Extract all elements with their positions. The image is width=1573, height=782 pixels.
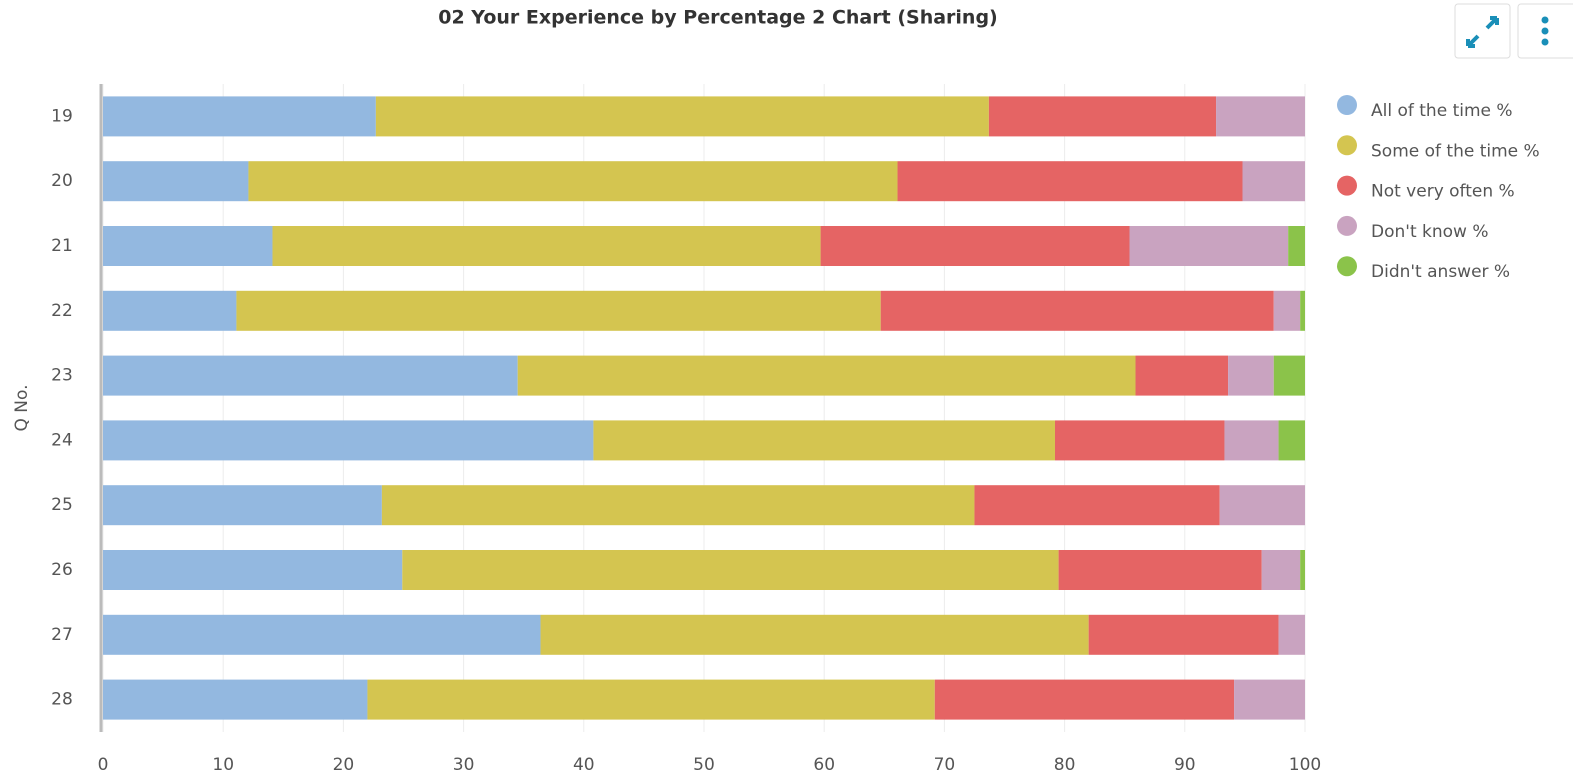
bar-segment — [1088, 614, 1279, 655]
bar-segment — [1129, 226, 1289, 266]
y-axis-label: Q No. — [12, 384, 32, 431]
bar-segment — [897, 161, 1243, 202]
y-tick-label: 27 — [51, 625, 73, 645]
x-tick-label: 30 — [453, 755, 475, 775]
bar-segment — [1228, 355, 1274, 396]
y-tick-label: 28 — [51, 690, 73, 710]
bar-segment — [1278, 420, 1305, 461]
y-tick-label: 25 — [51, 495, 73, 515]
bar-segment — [103, 161, 249, 202]
bar-segment — [381, 485, 975, 526]
bar-segment — [1058, 550, 1262, 590]
bar-segment — [593, 420, 1055, 461]
x-tick-label: 80 — [1054, 755, 1076, 775]
bar-segment — [880, 290, 1274, 331]
bar-segment — [103, 614, 541, 655]
bar-segment — [103, 290, 237, 331]
x-tick-label: 20 — [333, 755, 355, 775]
y-tick-label: 19 — [51, 106, 73, 126]
bar-segment — [1273, 355, 1305, 396]
x-tick-label: 50 — [693, 755, 715, 775]
bar-segment — [934, 679, 1235, 720]
legend-swatch — [1337, 135, 1357, 156]
bar-segment — [272, 226, 821, 266]
expand-button[interactable] — [1454, 3, 1511, 59]
bar-segment — [974, 485, 1220, 526]
bar-segment — [367, 679, 935, 720]
y-tick-label: 26 — [51, 560, 73, 580]
bar-segment — [1219, 485, 1305, 526]
legend-label: Some of the time % — [1371, 141, 1540, 161]
x-tick-label: 100 — [1289, 755, 1321, 775]
bar-segment — [1224, 420, 1279, 461]
legend-label: All of the time % — [1371, 101, 1513, 121]
bar-segment — [1242, 161, 1305, 202]
legend-swatch — [1337, 256, 1357, 277]
legend-label: Didn't answer % — [1371, 262, 1510, 282]
x-tick-label: 70 — [934, 755, 956, 775]
legend-swatch — [1337, 175, 1357, 196]
bar-segment — [1216, 96, 1305, 137]
bar-segment — [103, 485, 382, 526]
legend-label: Don't know % — [1371, 222, 1489, 242]
x-tick-label: 90 — [1174, 755, 1196, 775]
bar-segment — [402, 550, 1059, 590]
bar-segment — [103, 226, 273, 266]
bar-segment — [1288, 226, 1305, 266]
bar-segment — [1054, 420, 1225, 461]
legend-swatch — [1337, 95, 1357, 115]
chart-title: 02 Your Experience by Percentage 2 Chart… — [438, 7, 997, 29]
y-tick-label: 23 — [51, 366, 73, 386]
bar-segment — [988, 96, 1217, 137]
bar-segment — [1261, 550, 1301, 590]
bar-segment — [103, 679, 368, 720]
bar-segment — [1234, 679, 1305, 720]
y-tick-label: 20 — [51, 171, 73, 191]
x-tick-label: 40 — [573, 755, 595, 775]
bar-segment — [820, 226, 1130, 266]
y-tick-label: 21 — [51, 236, 73, 256]
x-tick-label: 10 — [212, 755, 234, 775]
bar-segment — [1278, 614, 1305, 655]
bar-segment — [103, 96, 376, 137]
bar-segment — [1135, 355, 1229, 396]
y-tick-label: 24 — [51, 430, 73, 450]
legend-swatch — [1337, 215, 1357, 236]
legend-label: Not very often % — [1371, 182, 1515, 202]
bar-segment — [236, 290, 881, 331]
bar-segment — [1300, 550, 1305, 590]
menu-button[interactable] — [1517, 3, 1573, 59]
bar-segment — [1273, 290, 1301, 331]
bar-segment — [248, 161, 898, 202]
bar-segment — [103, 420, 594, 461]
bar-segment — [1300, 290, 1305, 331]
x-tick-label: 0 — [98, 755, 109, 775]
bar-segment — [517, 355, 1136, 396]
bar-segment — [103, 550, 403, 590]
x-tick-label: 60 — [813, 755, 835, 775]
bar-segment — [103, 355, 518, 396]
bar-segment — [375, 96, 989, 137]
bar-segment — [540, 614, 1089, 655]
y-tick-label: 22 — [51, 301, 73, 321]
